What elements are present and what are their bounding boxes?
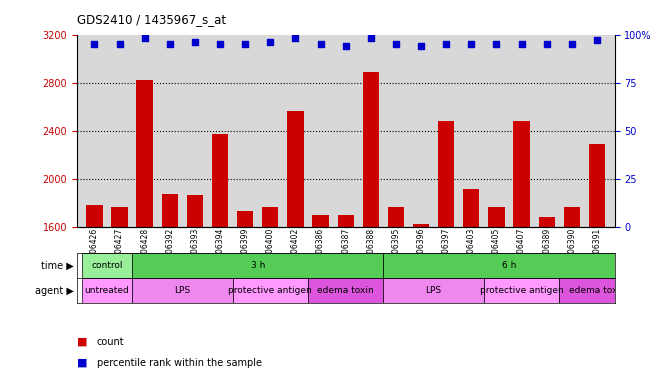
Text: untreated: untreated xyxy=(85,286,130,295)
Point xyxy=(415,43,426,49)
Text: percentile rank within the sample: percentile rank within the sample xyxy=(97,358,262,368)
Text: agent ▶: agent ▶ xyxy=(35,286,73,296)
Point xyxy=(592,37,603,43)
Point xyxy=(441,41,452,47)
Text: edema toxin: edema toxin xyxy=(317,286,374,295)
Point xyxy=(391,41,401,47)
Text: protective antigen: protective antigen xyxy=(480,286,564,295)
Point xyxy=(516,41,527,47)
Point xyxy=(365,35,376,41)
Bar xyxy=(488,207,504,227)
Text: edema toxin: edema toxin xyxy=(568,286,625,295)
Text: ■: ■ xyxy=(77,358,88,368)
Bar xyxy=(132,253,383,278)
Bar xyxy=(308,278,383,303)
Text: control: control xyxy=(92,262,123,270)
Point xyxy=(89,41,100,47)
Bar xyxy=(136,80,153,227)
Bar xyxy=(313,215,329,227)
Bar xyxy=(484,278,559,303)
Bar xyxy=(187,195,203,227)
Point xyxy=(566,41,577,47)
Bar xyxy=(212,134,228,227)
Bar xyxy=(538,217,555,227)
Bar xyxy=(463,189,480,227)
Bar xyxy=(82,253,132,278)
Bar xyxy=(564,207,580,227)
Text: time ▶: time ▶ xyxy=(41,261,73,271)
Text: LPS: LPS xyxy=(426,286,442,295)
Point xyxy=(290,35,301,41)
Text: GDS2410 / 1435967_s_at: GDS2410 / 1435967_s_at xyxy=(77,13,226,26)
Bar xyxy=(363,72,379,227)
Point xyxy=(114,41,125,47)
Bar xyxy=(162,194,178,227)
Bar xyxy=(589,144,605,227)
Bar xyxy=(112,207,128,227)
Bar xyxy=(287,111,303,227)
Text: protective antigen: protective antigen xyxy=(228,286,312,295)
Bar xyxy=(337,215,354,227)
Bar xyxy=(383,278,484,303)
Text: LPS: LPS xyxy=(174,286,190,295)
Point xyxy=(341,43,351,49)
Point xyxy=(265,39,276,45)
Point xyxy=(140,35,150,41)
Text: count: count xyxy=(97,337,124,347)
Bar xyxy=(413,224,430,227)
Point xyxy=(315,41,326,47)
Point xyxy=(541,41,552,47)
Bar xyxy=(559,278,635,303)
Point xyxy=(491,41,502,47)
Point xyxy=(240,41,250,47)
Bar xyxy=(438,121,454,227)
Point xyxy=(164,41,175,47)
Text: 3 h: 3 h xyxy=(250,262,265,270)
Bar xyxy=(388,207,404,227)
Bar xyxy=(86,205,103,227)
Bar xyxy=(262,207,279,227)
Bar xyxy=(514,121,530,227)
Bar xyxy=(383,253,635,278)
Point xyxy=(214,41,225,47)
Bar xyxy=(132,278,232,303)
Point xyxy=(466,41,477,47)
Bar xyxy=(232,278,308,303)
Point xyxy=(190,39,200,45)
Text: ■: ■ xyxy=(77,337,88,347)
Bar xyxy=(82,278,132,303)
Text: 6 h: 6 h xyxy=(502,262,516,270)
Bar xyxy=(237,211,253,227)
